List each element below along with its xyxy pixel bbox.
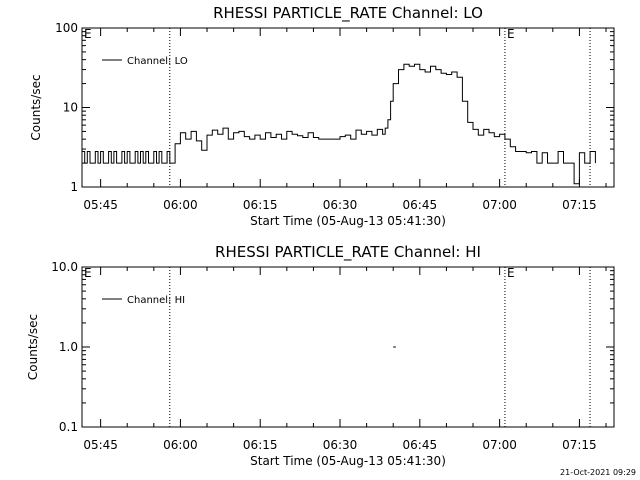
axis-event-label: E: [84, 27, 92, 41]
x-tick-label: 06:30: [323, 438, 358, 452]
x-tick-label: 06:00: [163, 438, 198, 452]
y-axis-label: Counts/sec: [26, 314, 40, 380]
chart-title: RHESSI PARTICLE_RATE Channel: HI: [215, 243, 481, 262]
event-marker-label: E: [507, 266, 515, 280]
y-axis-label: Counts/sec: [29, 74, 43, 140]
x-axis-label: Start Time (05-Aug-13 05:41:30): [250, 214, 446, 228]
hi-channel-panel: RHESSI PARTICLE_RATE Channel: HI 0.1 1.0 10…: [26, 243, 615, 468]
x-tick-label: 06:00: [163, 198, 198, 212]
series-line: [82, 63, 596, 185]
x-tick-label: 06:15: [243, 438, 278, 452]
legend-label: Channel: HI: [127, 295, 185, 306]
x-tick-label: 06:45: [403, 438, 438, 452]
footer-timestamp: 21-Oct-2021 09:29: [560, 468, 636, 477]
x-tick-label: 07:00: [482, 198, 517, 212]
x-tick-label: 06:15: [243, 198, 278, 212]
lo-channel-panel: RHESSI PARTICLE_RATE Channel: LO 1 10 100 05…: [29, 4, 615, 228]
x-tick-label: 07:15: [562, 198, 597, 212]
x-tick-label: 05:45: [83, 438, 118, 452]
chart-title: RHESSI PARTICLE_RATE Channel: LO: [213, 4, 483, 23]
y-tick-label: 1: [70, 180, 78, 194]
x-tick-label: 07:00: [482, 438, 517, 452]
y-tick-label: 1.0: [59, 340, 78, 354]
y-tick-label: 0.1: [59, 420, 78, 434]
y-tick-label: 100: [55, 21, 78, 35]
plot-frame: [81, 266, 615, 428]
x-axis-label: Start Time (05-Aug-13 05:41:30): [250, 454, 446, 468]
event-marker-label: E: [507, 27, 515, 41]
x-tick-label: 06:30: [323, 198, 358, 212]
axis-event-label: E: [84, 266, 92, 280]
legend-label: Channel: LO: [127, 56, 188, 67]
x-tick-label: 07:15: [562, 438, 597, 452]
y-tick-label: 10: [63, 101, 78, 115]
x-tick-label: 06:45: [403, 198, 438, 212]
x-tick-label: 05:45: [83, 198, 118, 212]
y-tick-label: 10.0: [51, 260, 78, 274]
